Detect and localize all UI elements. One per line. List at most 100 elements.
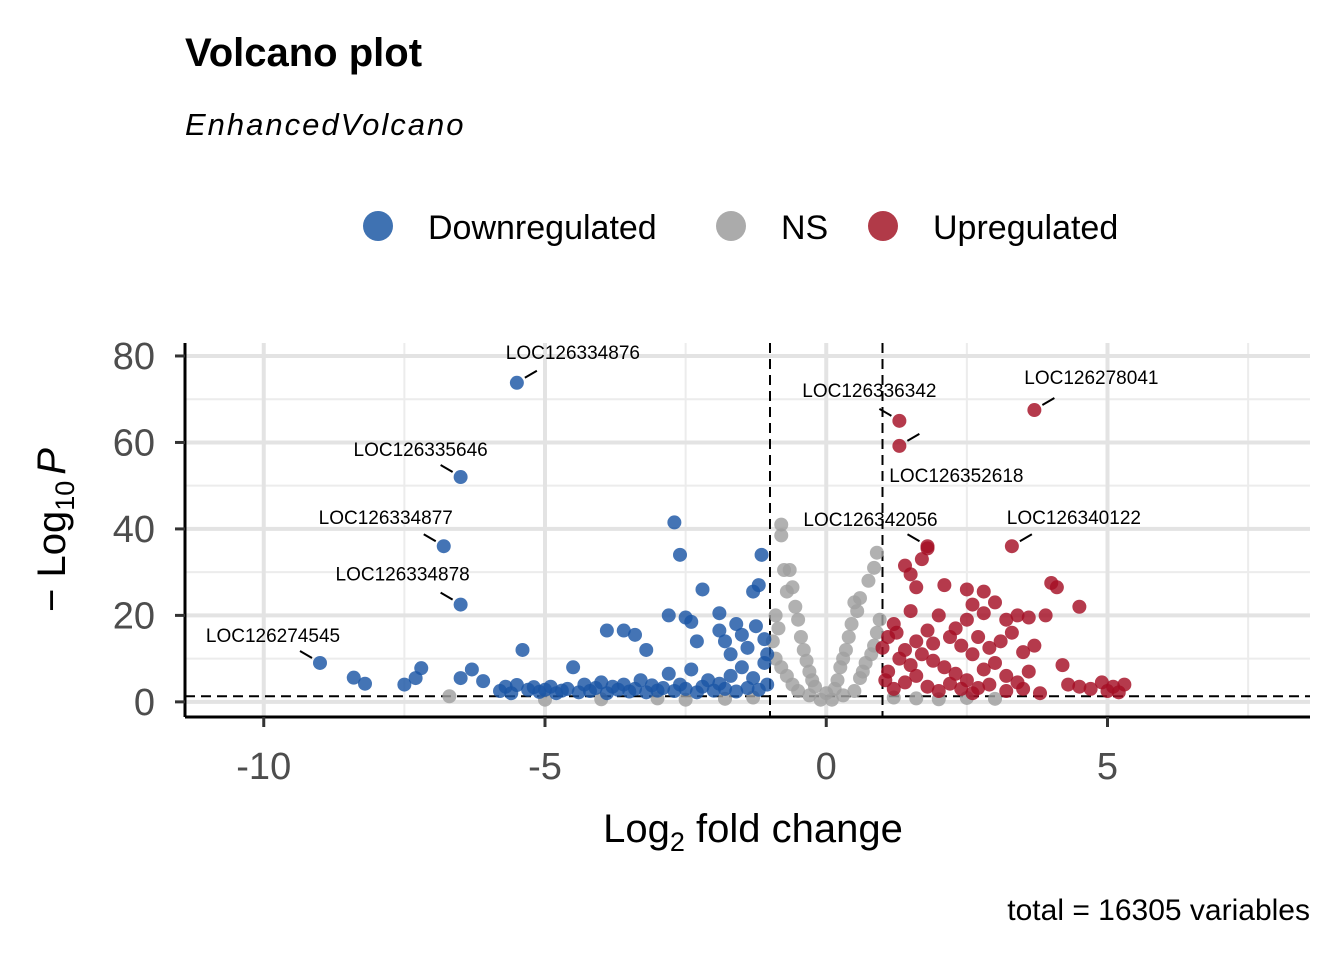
data-point-upregulated [889,625,904,640]
data-point-upregulated [965,647,980,662]
data-point-upregulated [886,681,901,696]
data-point-downregulated [414,661,429,676]
data-point-downregulated [748,619,763,634]
x-axis-title: Log2 fold change [603,807,903,857]
data-point-downregulated [684,614,699,629]
data-point-upregulated [1100,684,1115,699]
data-point-downregulated [760,677,775,692]
data-point-upregulated [993,634,1008,649]
data-point-upregulated [892,438,907,453]
data-point-downregulated [566,660,581,675]
data-point-downregulated [453,671,468,686]
data-point-upregulated [937,660,952,675]
label-connector [906,433,920,442]
data-point-ns [833,660,848,675]
data-point-ns [872,612,887,627]
data-point-ns [771,621,786,636]
data-point-downregulated [723,647,738,662]
data-point-downregulated [689,634,704,649]
x-tick-label: 0 [816,746,837,788]
data-point-upregulated [954,638,969,653]
data-point-upregulated [920,679,935,694]
data-point-ns [796,642,811,657]
x-tick-label: -10 [236,746,291,788]
gene-label: LOC126274545 [206,626,340,647]
data-point-upregulated [1044,575,1059,590]
data-point-downregulated [729,617,744,632]
data-point-upregulated [937,578,952,593]
label-connector [1019,533,1033,543]
data-point-downregulated [734,660,749,675]
data-point-ns [793,630,808,645]
data-point-upregulated [1083,681,1098,696]
data-point-ns [791,684,806,699]
gene-label: LOC126334878 [336,565,470,586]
data-point-upregulated [898,675,912,690]
data-point-downregulated [734,627,749,642]
data-point-downregulated [718,634,732,649]
data-point-downregulated [751,578,766,593]
data-point-downregulated [515,642,530,657]
data-point-upregulated [971,630,986,645]
data-point-upregulated [909,668,924,683]
data-point-downregulated [594,675,609,690]
data-point-downregulated [436,539,451,554]
data-point-downregulated [464,662,479,677]
gene-label: LOC126340122 [1007,508,1141,529]
data-point-ns [782,562,797,577]
gene-label: LOC126334876 [506,343,640,364]
x-tick-label: -5 [528,746,562,788]
label-connector [423,533,437,543]
legend-label-upregulated: Upregulated [933,209,1118,247]
data-point-upregulated [965,597,980,612]
data-point-downregulated [701,673,716,688]
label-connector [299,650,313,659]
data-point-ns [836,688,851,703]
legend-key-downregulated [363,211,393,241]
data-point-ns [774,517,789,532]
data-point-upregulated [965,686,980,701]
data-point-ns [799,653,814,668]
data-point-ns [869,545,884,560]
data-point-upregulated [909,580,924,595]
data-point-downregulated [616,623,631,638]
data-point-downregulated [509,678,524,693]
data-point-downregulated [712,606,727,621]
grid-major [185,343,1310,717]
label-connector [878,407,892,417]
y-axis-title: − Log10P [30,448,80,612]
data-point-upregulated [976,662,991,677]
data-point-ns [847,595,862,610]
data-point-downregulated [729,684,744,699]
data-point-downregulated [639,642,654,657]
data-point-upregulated [892,413,907,428]
data-point-downregulated [740,640,755,655]
data-point-upregulated [1010,608,1025,623]
data-point-upregulated [1061,677,1076,692]
y-tick-label: 80 [113,336,155,378]
data-point-upregulated [914,647,929,662]
data-point-upregulated [959,582,974,597]
data-point-ns [844,617,859,632]
chart-subtitle: EnhancedVolcano [185,107,466,142]
legend-key-upregulated [868,211,898,241]
data-point-downregulated [746,671,761,686]
data-point-upregulated [875,640,890,655]
data-point-ns [869,625,884,640]
gene-label: LOC126342056 [803,510,937,531]
data-point-upregulated [1021,610,1036,625]
data-point-downregulated [358,676,372,691]
legend: Downregulated NS Upregulated [363,209,1118,247]
y-axis-ticks: 0 20 40 60 80 [113,336,185,724]
data-point-ns [819,686,834,701]
data-point-upregulated [892,651,907,666]
data-point-upregulated [1027,638,1042,653]
label-connector [440,591,454,601]
data-point-upregulated [1072,679,1087,694]
data-point-downregulated [313,655,327,670]
data-point-downregulated [509,375,524,390]
data-point-upregulated [914,552,929,567]
data-point-upregulated [903,567,918,582]
label-connectors [299,369,1055,659]
